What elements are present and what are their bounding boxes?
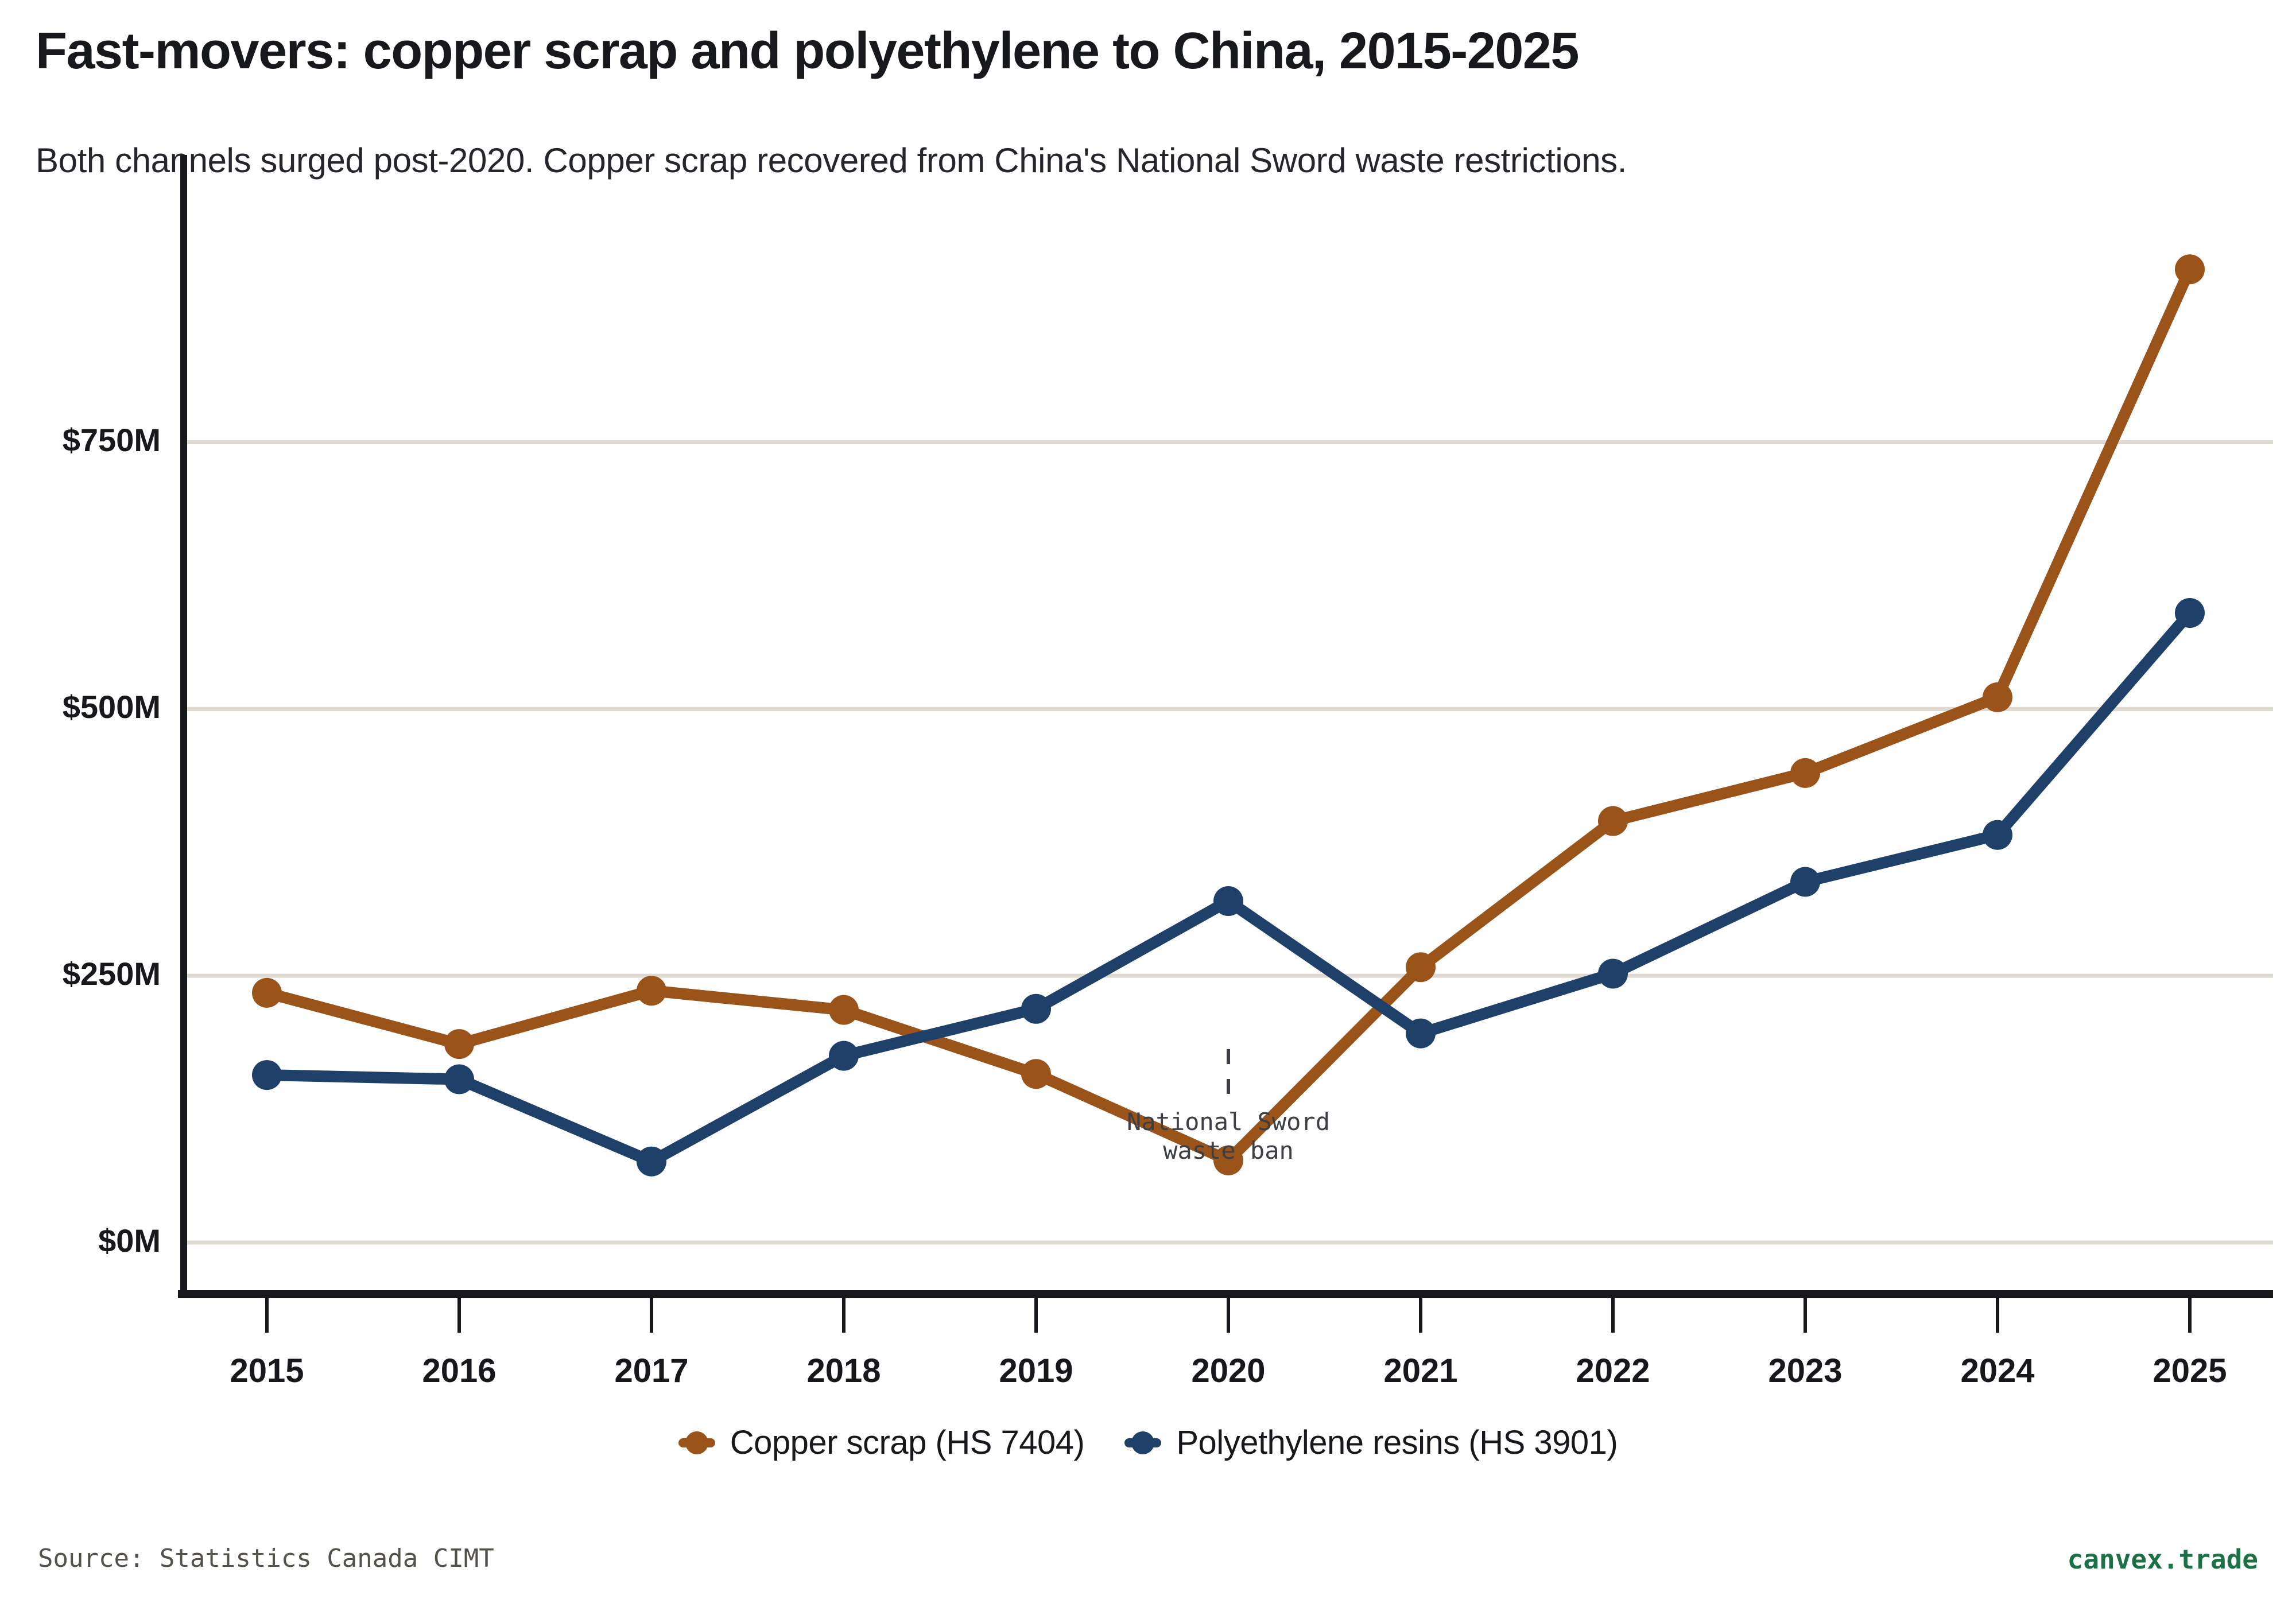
- data-point[interactable]: [1598, 806, 1628, 836]
- x-axis-tick-label: 2019: [999, 1352, 1073, 1389]
- legend-marker-icon-copper: [678, 1438, 715, 1447]
- data-point[interactable]: [829, 995, 859, 1025]
- data-point[interactable]: [252, 1060, 282, 1090]
- x-axis-tick-label: 2025: [2152, 1352, 2227, 1389]
- legend-item-polyethylene[interactable]: Polyethylene resins (HS 3901): [1124, 1423, 1618, 1462]
- chart-legend: Copper scrap (HS 7404) Polyethylene resi…: [0, 1423, 2296, 1462]
- data-point[interactable]: [1213, 1145, 1243, 1175]
- data-point[interactable]: [444, 1064, 474, 1094]
- x-axis-tick-label: 2017: [614, 1352, 689, 1389]
- data-point[interactable]: [829, 1041, 859, 1071]
- brand-watermark: canvex.trade: [2067, 1544, 2258, 1575]
- data-point[interactable]: [1790, 867, 1820, 897]
- data-point[interactable]: [637, 976, 666, 1006]
- data-point[interactable]: [1021, 993, 1051, 1024]
- legend-label-polyethylene: Polyethylene resins (HS 3901): [1176, 1424, 1618, 1461]
- x-axis-tick-label: 2015: [230, 1352, 304, 1389]
- x-axis-tick-label: 2016: [422, 1352, 497, 1389]
- x-axis-tick-label: 2024: [1960, 1352, 2035, 1389]
- y-axis-tick-label: $750M: [62, 422, 161, 459]
- chart-annotation: National Sword waste ban: [1126, 1108, 1330, 1165]
- data-point[interactable]: [1406, 952, 1436, 983]
- data-point[interactable]: [2175, 597, 2205, 628]
- y-axis-tick-label: $0M: [98, 1222, 161, 1259]
- data-point[interactable]: [1983, 820, 2012, 850]
- x-axis-tick-label: 2021: [1383, 1352, 1458, 1389]
- y-axis-tick-label: $250M: [62, 956, 161, 992]
- data-point[interactable]: [1213, 886, 1243, 916]
- source-note: Source: Statistics Canada CIMT: [38, 1544, 494, 1573]
- legend-label-copper: Copper scrap (HS 7404): [730, 1424, 1085, 1461]
- data-point[interactable]: [1598, 958, 1628, 989]
- data-point[interactable]: [1406, 1018, 1436, 1049]
- x-axis-tick-label: 2022: [1576, 1352, 1650, 1389]
- data-point[interactable]: [637, 1146, 666, 1177]
- data-point[interactable]: [444, 1029, 474, 1059]
- data-point[interactable]: [1021, 1059, 1051, 1089]
- data-point[interactable]: [1983, 682, 2012, 712]
- data-point[interactable]: [252, 977, 282, 1008]
- series-line-copper-scrap: [261, 263, 2196, 1166]
- page-subtitle: Both channels surged post-2020. Copper s…: [36, 141, 1627, 180]
- data-point[interactable]: [2175, 254, 2205, 285]
- x-axis-tick-label: 2018: [806, 1352, 881, 1389]
- x-axis-tick-label: 2023: [1768, 1352, 1843, 1389]
- legend-marker-icon-polyethylene: [1124, 1438, 1162, 1447]
- page-title: Fast-movers: copper scrap and polyethyle…: [36, 22, 1579, 80]
- y-axis-tick-label: $500M: [62, 689, 161, 725]
- data-point[interactable]: [1790, 758, 1820, 788]
- legend-item-copper-scrap[interactable]: Copper scrap (HS 7404): [678, 1423, 1085, 1462]
- x-axis-tick-label: 2020: [1191, 1352, 1266, 1389]
